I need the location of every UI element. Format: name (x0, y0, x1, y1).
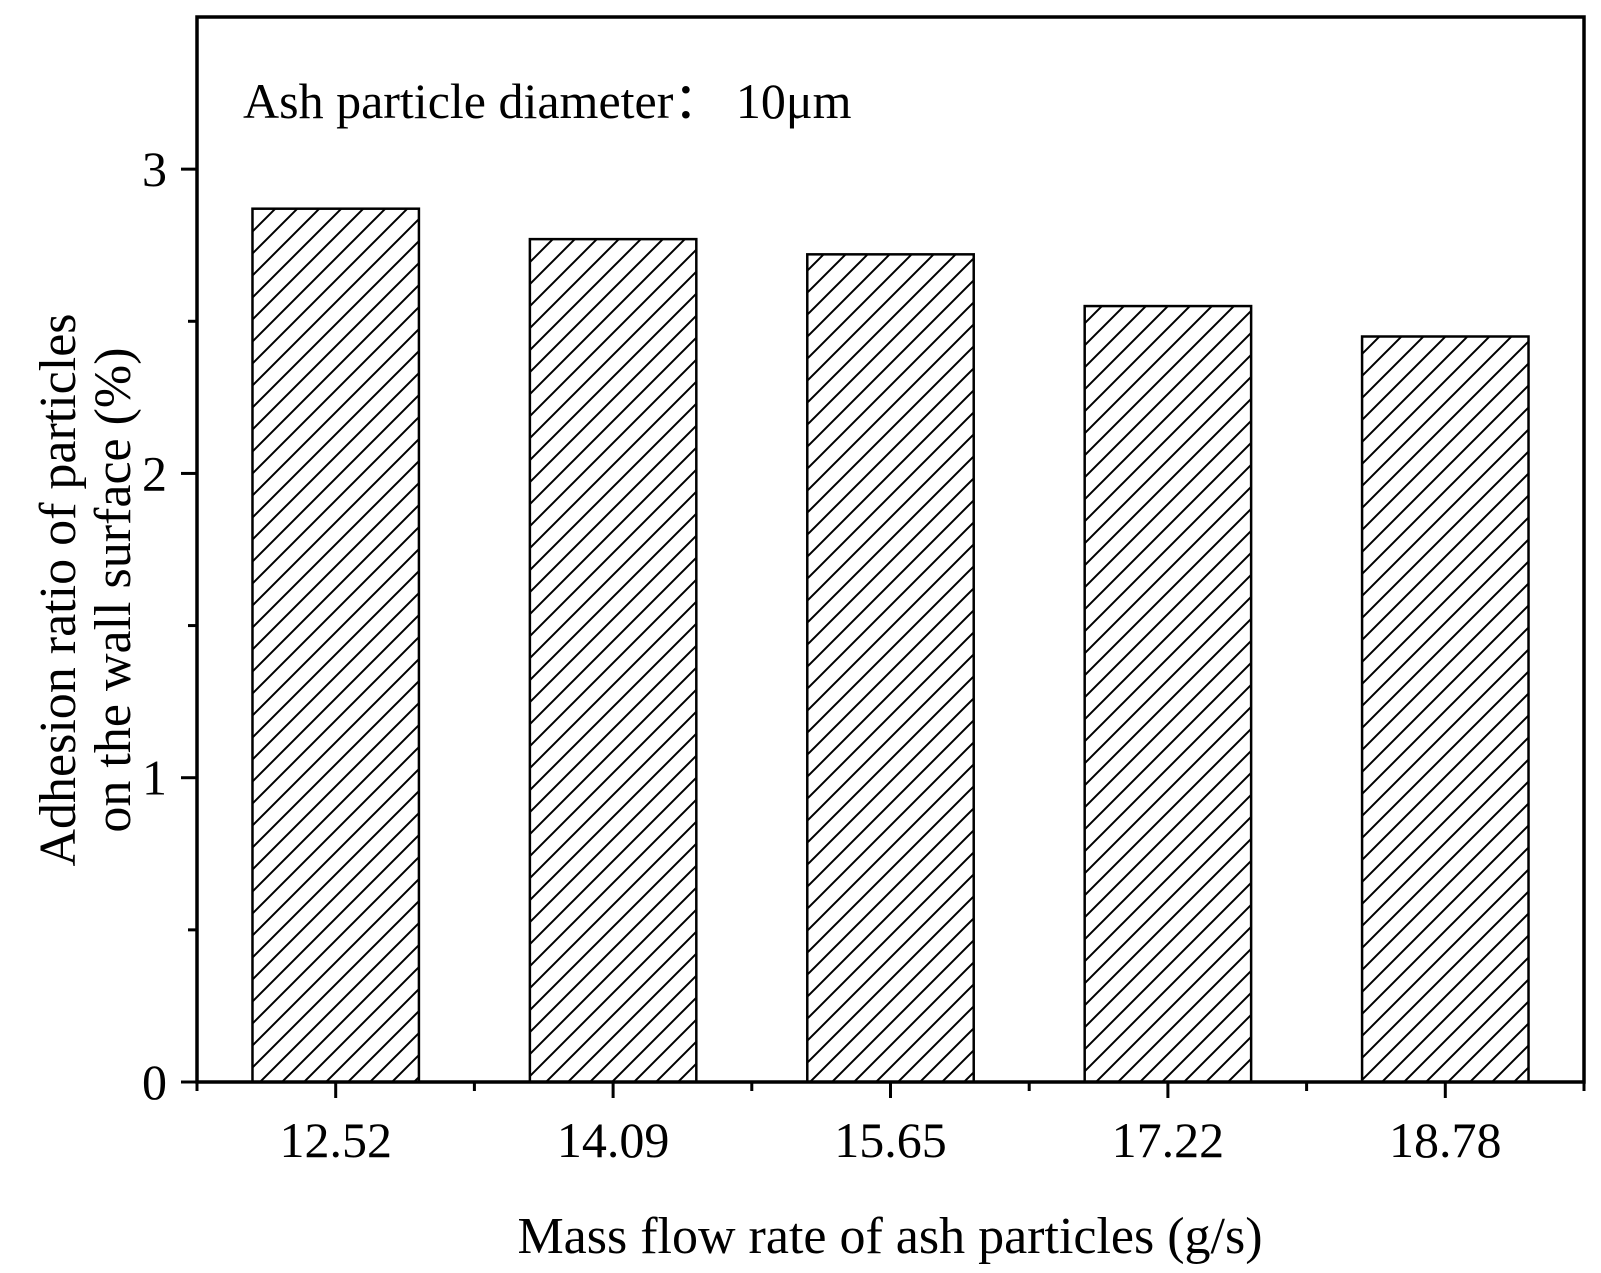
y-tick-label: 0 (142, 1054, 167, 1110)
x-tick-label: 14.09 (557, 1112, 670, 1168)
y-axis-title-line-2: on the wall surface (%) (85, 347, 142, 832)
y-axis-title-line-1: Adhesion ratio of particles (30, 313, 87, 866)
bar-15.65 (806, 253, 975, 1084)
x-tick-label: 12.52 (279, 1112, 392, 1168)
annotation-text: Ash particle diameter： 10μm (243, 73, 852, 129)
bar-14.09 (528, 237, 698, 1084)
x-tick-label: 15.65 (834, 1112, 947, 1168)
y-tick-label: 3 (142, 141, 167, 197)
bar-17.22 (1083, 304, 1253, 1084)
x-axis-title: Mass flow rate of ash particles (g/s) (517, 1208, 1262, 1265)
x-tick-label: 18.78 (1389, 1112, 1502, 1168)
x-axis-ticks: 12.52 14.09 15.65 17.22 18.78 (195, 1082, 1586, 1168)
bar-12.52 (251, 207, 421, 1084)
bars-layer (251, 207, 1530, 1084)
y-tick-label: 2 (142, 445, 167, 501)
y-axis-ticks: 0 1 2 3 (142, 141, 197, 1110)
y-axis-title: Adhesion ratio of particles on the wall … (30, 313, 142, 866)
y-tick-label: 1 (142, 750, 167, 806)
x-tick-label: 17.22 (1112, 1112, 1225, 1168)
bar-18.78 (1360, 335, 1530, 1084)
